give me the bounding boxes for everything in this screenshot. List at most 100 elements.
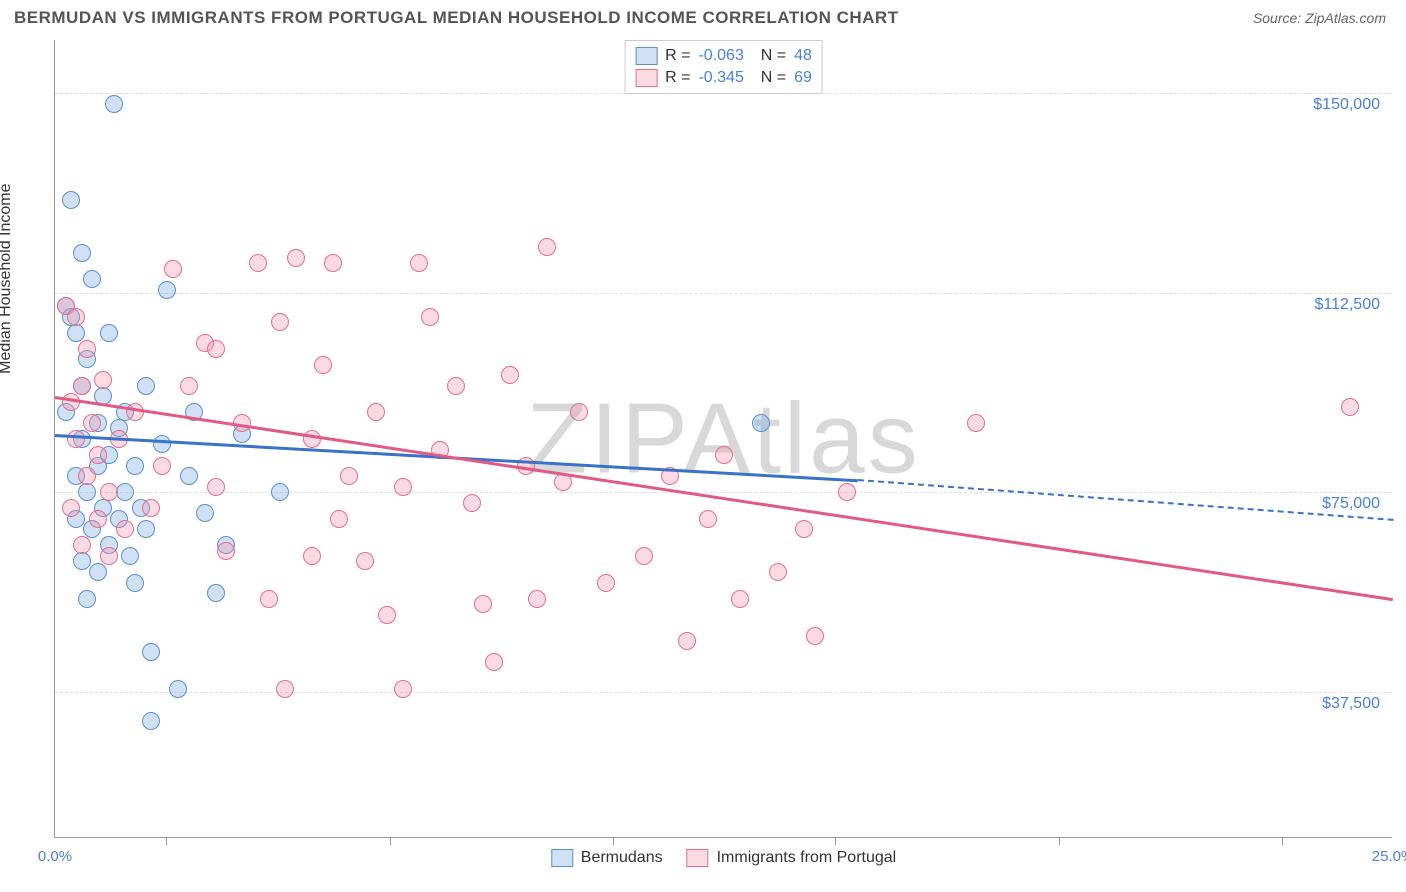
data-point (207, 478, 225, 496)
data-point (260, 590, 278, 608)
gridline (55, 293, 1392, 294)
x-tick-label: 25.0% (1372, 848, 1406, 865)
data-point (394, 680, 412, 698)
legend-swatch (687, 849, 709, 867)
data-point (207, 340, 225, 358)
data-point (153, 457, 171, 475)
data-point (180, 377, 198, 395)
data-point (73, 552, 91, 570)
data-point (89, 446, 107, 464)
trend-line (55, 396, 1393, 601)
legend-swatch (635, 69, 657, 87)
data-point (528, 590, 546, 608)
data-point (164, 260, 182, 278)
data-point (303, 547, 321, 565)
data-point (314, 356, 332, 374)
data-point (78, 483, 96, 501)
x-tick (166, 837, 167, 845)
y-tick-label: $150,000 (1313, 96, 1380, 114)
data-point (83, 414, 101, 432)
data-point (715, 446, 733, 464)
x-tick (1282, 837, 1283, 845)
x-tick (1059, 837, 1060, 845)
data-point (196, 504, 214, 522)
x-tick (613, 837, 614, 845)
legend-n-value: 69 (794, 69, 812, 87)
y-axis-label: Median Household Income (0, 183, 15, 373)
data-point (410, 254, 428, 272)
legend-swatch (551, 849, 573, 867)
data-point (678, 632, 696, 650)
data-point (795, 520, 813, 538)
data-point (73, 244, 91, 262)
data-point (967, 414, 985, 432)
data-point (126, 457, 144, 475)
y-tick-label: $75,000 (1322, 495, 1380, 513)
legend-row: R = -0.063 N = 48 (635, 45, 812, 67)
data-point (330, 510, 348, 528)
legend-swatch (635, 47, 657, 65)
data-point (752, 414, 770, 432)
data-point (207, 584, 225, 602)
data-point (731, 590, 749, 608)
data-point (699, 510, 717, 528)
data-point (474, 595, 492, 613)
trend-line-extrapolated (858, 479, 1393, 521)
series-legend-item: Bermudans (551, 849, 663, 867)
data-point (421, 308, 439, 326)
data-point (180, 467, 198, 485)
data-point (142, 643, 160, 661)
data-point (217, 542, 235, 560)
data-point (62, 499, 80, 517)
data-point (806, 627, 824, 645)
legend-n-value: 48 (794, 47, 812, 65)
data-point (324, 254, 342, 272)
data-point (137, 520, 155, 538)
plot-area: ZIPAtlas R = -0.063 N = 48R = -0.345 N =… (54, 40, 1392, 838)
data-point (126, 574, 144, 592)
data-point (67, 324, 85, 342)
legend-n-label: N = (752, 69, 786, 87)
data-point (570, 403, 588, 421)
x-tick (390, 837, 391, 845)
data-point (89, 510, 107, 528)
data-point (67, 430, 85, 448)
data-point (142, 499, 160, 517)
data-point (94, 371, 112, 389)
legend-r-label: R = (665, 69, 690, 87)
data-point (116, 520, 134, 538)
x-tick (835, 837, 836, 845)
data-point (105, 95, 123, 113)
data-point (597, 574, 615, 592)
chart-title: BERMUDAN VS IMMIGRANTS FROM PORTUGAL MED… (14, 8, 899, 28)
data-point (78, 590, 96, 608)
data-point (367, 403, 385, 421)
data-point (340, 467, 358, 485)
chart-container: Median Household Income ZIPAtlas R = -0.… (14, 40, 1392, 880)
data-point (89, 563, 107, 581)
data-point (378, 606, 396, 624)
data-point (100, 483, 118, 501)
data-point (62, 191, 80, 209)
data-point (447, 377, 465, 395)
y-tick-label: $112,500 (1314, 296, 1380, 314)
legend-r-value: -0.345 (698, 69, 743, 87)
data-point (78, 467, 96, 485)
gridline (55, 492, 1392, 493)
series-name: Bermudans (581, 849, 663, 867)
data-point (142, 712, 160, 730)
data-point (73, 377, 91, 395)
data-point (538, 238, 556, 256)
data-point (287, 249, 305, 267)
correlation-legend: R = -0.063 N = 48 R = -0.345 N = 69 (624, 40, 823, 94)
data-point (116, 483, 134, 501)
data-point (158, 281, 176, 299)
data-point (635, 547, 653, 565)
data-point (276, 680, 294, 698)
data-point (303, 430, 321, 448)
data-point (356, 552, 374, 570)
legend-n-label: N = (752, 47, 786, 65)
y-tick-label: $37,500 (1322, 695, 1380, 713)
gridline (55, 692, 1392, 693)
data-point (271, 483, 289, 501)
